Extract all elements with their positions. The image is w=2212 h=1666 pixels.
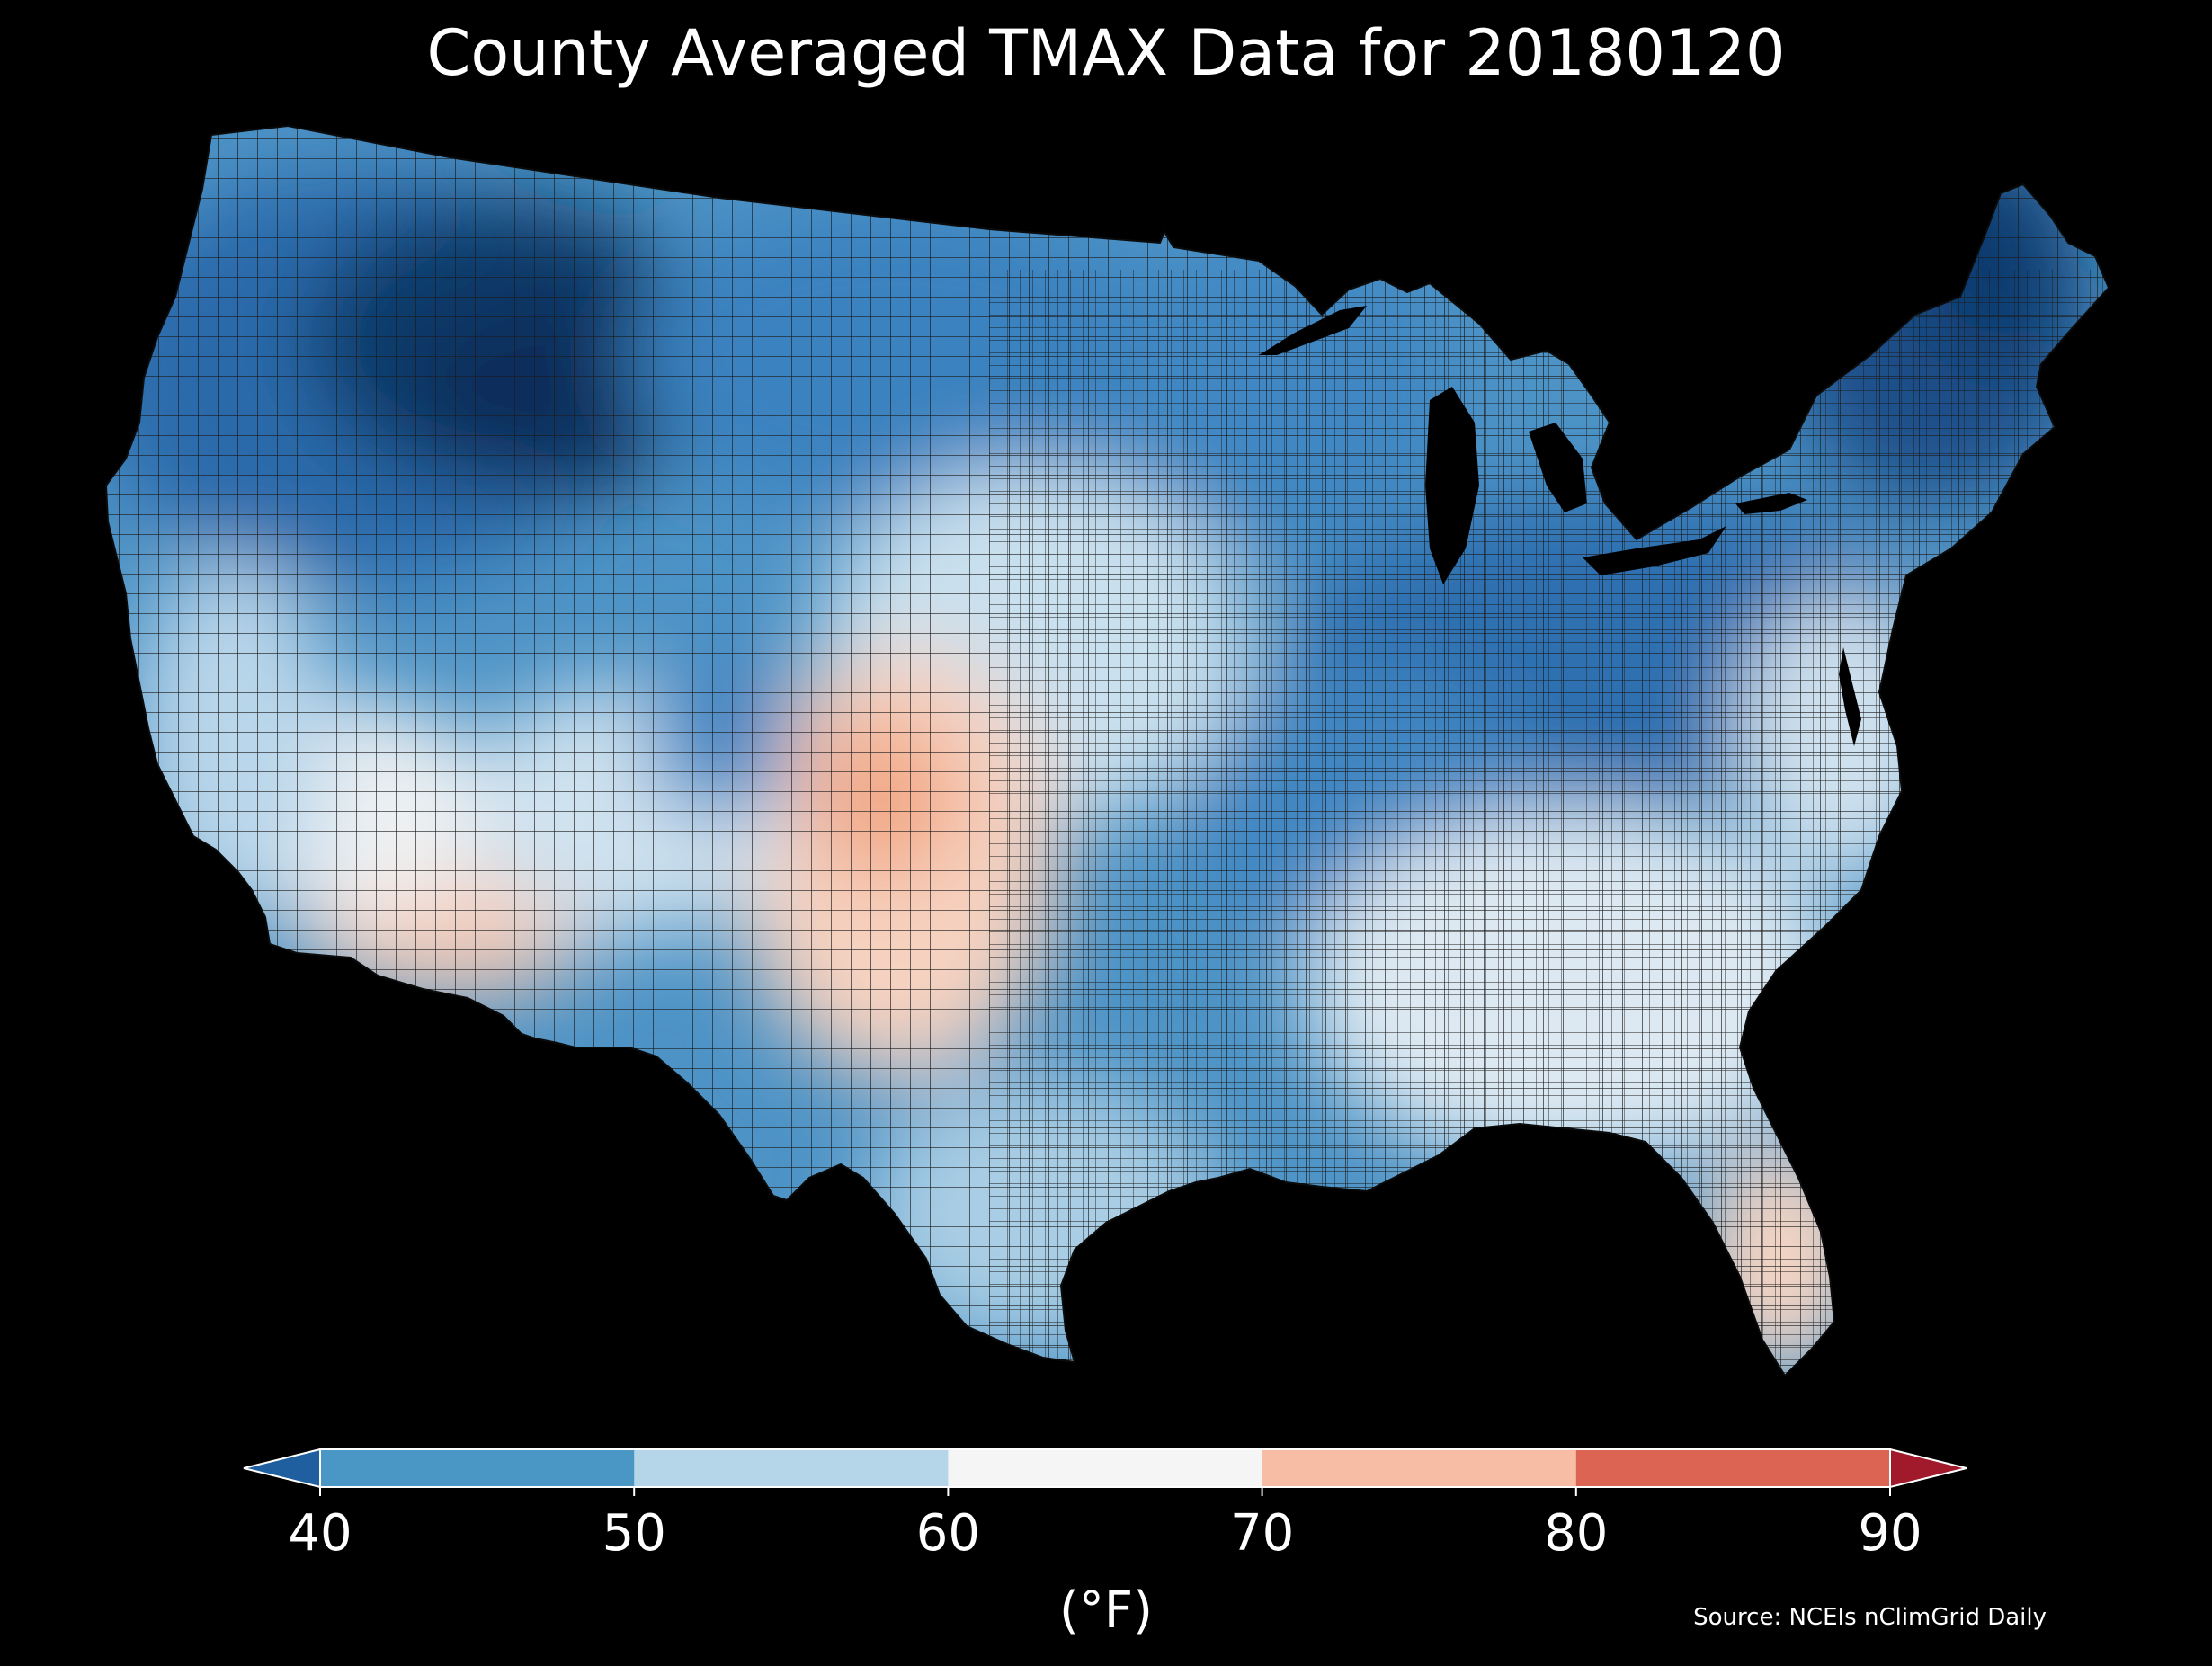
county-borders-east bbox=[989, 270, 2109, 1376]
lake-ontario bbox=[1735, 493, 1807, 514]
colorbar-label: (°F) bbox=[1059, 1581, 1153, 1640]
chesapeake-bay bbox=[1839, 647, 1861, 746]
colorbar-bin bbox=[948, 1449, 1263, 1487]
lake-superior bbox=[1259, 306, 1367, 355]
colorbar-tick-label: 70 bbox=[1230, 1504, 1294, 1563]
lake-huron bbox=[1529, 423, 1587, 512]
lake-erie bbox=[1583, 526, 1726, 575]
colorbar-bins bbox=[320, 1449, 1891, 1487]
colorbar: 40 50 60 70 80 90 (°F) bbox=[243, 1448, 1967, 1640]
colorbar-bin bbox=[1262, 1449, 1577, 1487]
colorbar-bin bbox=[1575, 1449, 1891, 1487]
colorbar-over-arrow bbox=[1889, 1448, 1967, 1489]
colorbar-tick-label: 50 bbox=[602, 1504, 666, 1563]
colorbar-tick-label: 90 bbox=[1858, 1504, 1922, 1563]
source-note: Source: NCEIs nClimGrid Daily bbox=[1693, 1604, 2047, 1631]
colorbar-tick-label: 60 bbox=[916, 1504, 980, 1563]
figure-title: County Averaged TMAX Data for 20180120 bbox=[426, 16, 1786, 90]
colorbar-frame bbox=[319, 1448, 1891, 1488]
colorbar-ticks: 40 50 60 70 80 90 bbox=[288, 1487, 1922, 1563]
colorbar-bin bbox=[634, 1449, 949, 1487]
colorbar-tick-label: 80 bbox=[1544, 1504, 1608, 1563]
colorbar-tick-label: 40 bbox=[288, 1504, 352, 1563]
colorbar-under-arrow bbox=[243, 1448, 321, 1489]
lake-michigan bbox=[1425, 387, 1479, 584]
colorbar-bin bbox=[320, 1449, 635, 1487]
